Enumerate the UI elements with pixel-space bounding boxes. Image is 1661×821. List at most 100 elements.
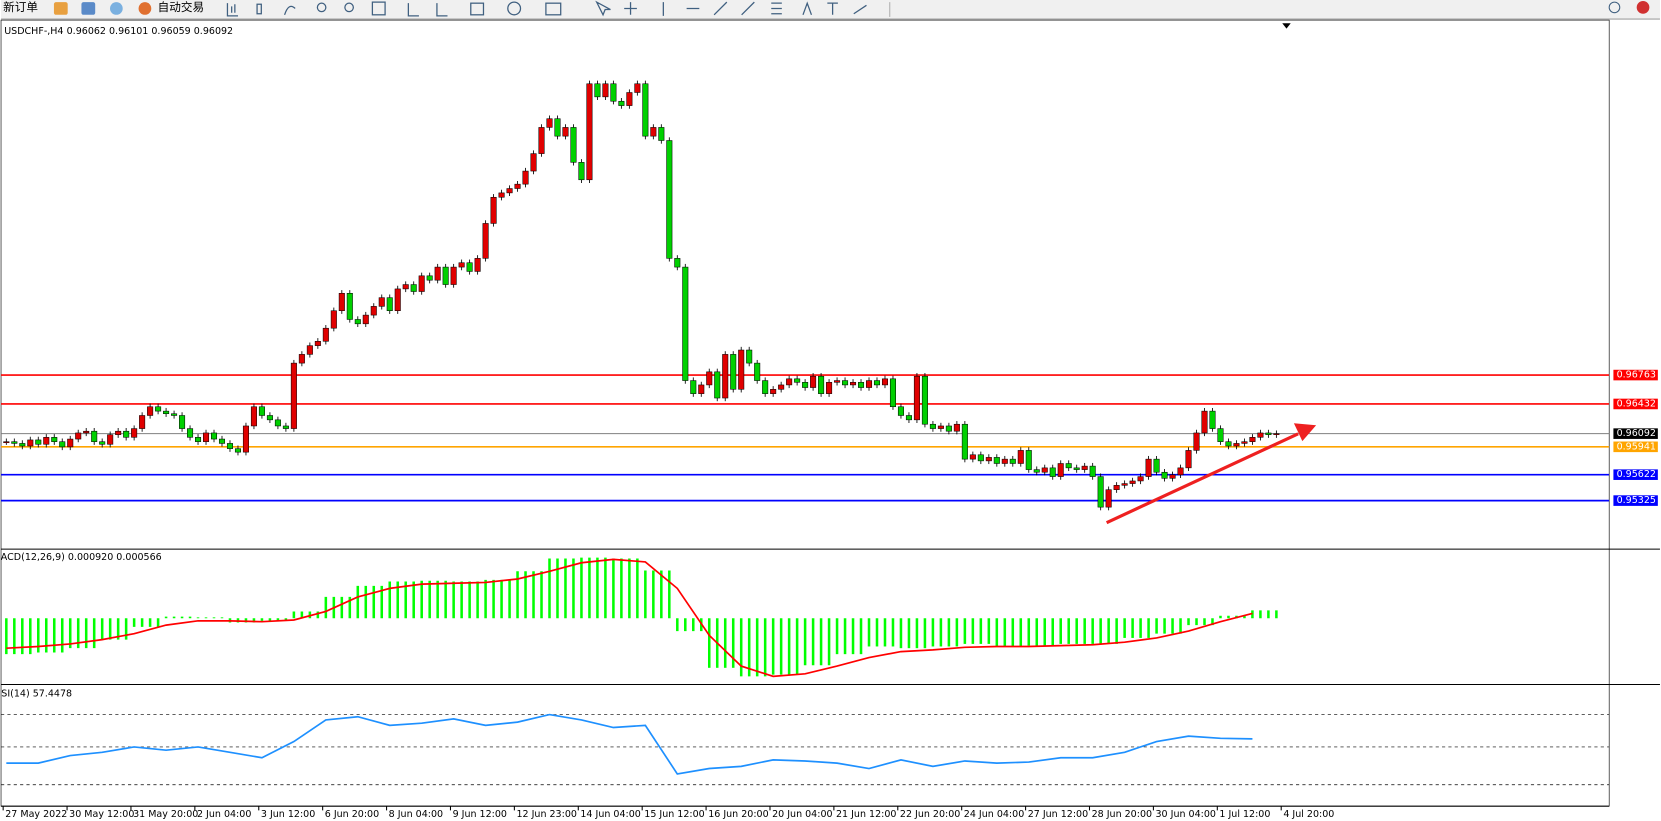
candle-body [458,262,465,268]
candle-body [378,297,385,307]
icon[interactable] [507,1,522,16]
price-axis: 0.96763 0.96432 0.96092 0.95941 0.95622 0.953… [1613,370,1658,506]
search-icon[interactable] [1608,1,1621,14]
x-tick-label: 27 Jun 12:00 [1028,809,1088,820]
candle-body [187,428,194,438]
candle-body [562,127,569,137]
icon[interactable] [283,5,296,16]
candle-body [913,375,920,421]
candle-body [1041,467,1048,473]
x-tick-label: 1 Jul 12:00 [1219,809,1270,820]
candle-body [1121,483,1128,486]
candle-body [594,83,601,98]
candle-body [921,375,928,425]
candle-body [19,443,26,447]
candle-body [338,293,345,311]
candle-body [826,382,833,394]
candle-body [314,341,321,346]
candle-body [634,83,641,93]
candle-body [881,378,889,386]
candle-body [466,262,473,272]
x-tick-label: 24 Jun 04:00 [964,809,1024,820]
arrow-head [1293,423,1317,442]
candle-body [1057,463,1064,477]
candle-body [59,441,66,448]
icon[interactable] [256,3,262,15]
candle-body [370,306,377,316]
candle-body [195,437,202,442]
notification-icon[interactable] [1636,1,1650,14]
candle-body [171,413,178,416]
trend-arrow [1105,423,1317,525]
candle-body [865,380,873,388]
icon[interactable] [344,2,354,13]
candle-body [1049,467,1056,477]
x-tick-label: 9 Jun 12:00 [453,809,507,820]
candle-body [1033,469,1040,473]
candle-body [1025,450,1032,470]
candle-body [658,127,665,141]
candle-body [530,153,537,172]
icon[interactable] [371,1,386,16]
candle-body [810,375,817,388]
candle-body [210,432,218,440]
candle-body [1257,432,1264,438]
auto-trading-button[interactable]: 自动交易 [158,0,205,14]
candle-body [394,288,401,311]
candle-body [969,454,976,460]
candle-body [905,415,912,421]
candle-body [794,378,801,383]
signal-line [6,558,1253,678]
icon[interactable] [226,3,239,17]
level-tag [1613,495,1658,506]
candle-body [698,384,705,394]
x-tick-label: 27 May 2022 [5,809,67,820]
icon[interactable] [407,3,448,17]
candle-body [842,380,849,386]
icon[interactable] [81,2,96,15]
candle-body [1065,463,1072,469]
icon[interactable] [470,2,485,16]
candle-body [1017,450,1024,464]
candle-body [258,406,265,416]
new-order-button[interactable]: 新订单 [3,0,38,14]
candle-body [578,162,585,181]
candle-body [1265,432,1272,435]
x-tick-label: 16 Jun 20:00 [708,809,768,820]
candle-body [490,196,497,224]
level-label: 0.96763 [1617,370,1656,381]
price-panel: USDCHF-,H4 0.96062 0.96101 0.96059 0.9609… [1,26,1610,511]
icon[interactable] [545,2,562,16]
candle-body [498,192,505,198]
icon[interactable] [110,2,123,15]
x-tick-label: 14 Jun 04:00 [580,809,640,820]
x-tick-label: 2 Jun 04:00 [197,809,251,820]
icon[interactable] [595,0,867,17]
price-info: 0.96062 0.96101 0.96059 0.96092 [67,26,233,37]
candle-body [522,170,529,185]
icon[interactable] [316,2,327,13]
candle-body [107,434,114,445]
candle-body [1073,467,1080,470]
candle-body [818,375,825,394]
candle-body [91,430,98,442]
candle-body [131,428,138,438]
candle-body [1169,474,1176,479]
candle-body [163,410,170,415]
indicator-title: MACD(12,26,9) 0.000920 0.000566 [0,552,162,563]
candle-body [610,83,617,102]
candle-body [626,92,633,106]
candle-body [714,371,721,399]
candle-body [266,415,273,421]
candle-body [306,345,313,355]
icon[interactable] [138,2,152,15]
x-tick-label: 3 Jun 12:00 [261,809,315,820]
candle-body [1145,458,1152,477]
candle-body [218,438,226,444]
icon[interactable] [53,2,68,15]
candle-body [538,127,545,154]
candle-body [570,127,577,163]
rsi-panel: RSI(14) 57.4478 [1,689,1610,786]
candle-body [442,266,449,285]
